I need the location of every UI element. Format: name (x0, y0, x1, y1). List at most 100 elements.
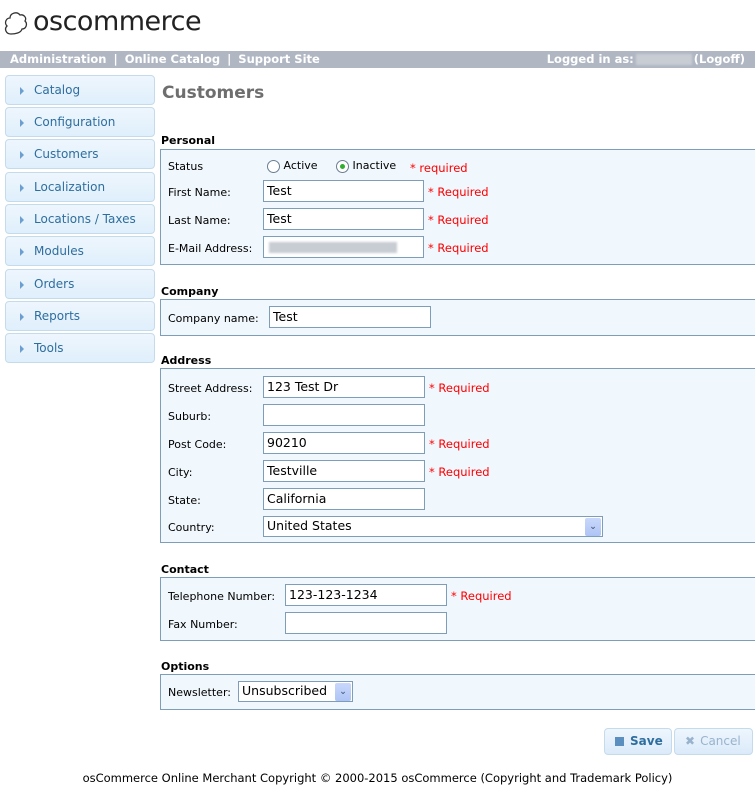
country-value: United States (267, 518, 352, 533)
sidebar-item-label: Configuration (34, 115, 116, 129)
radio-icon (267, 159, 280, 173)
sidebar-item-label: Modules (34, 244, 84, 258)
street-label: Street Address: (168, 382, 253, 395)
email-redacted (269, 242, 397, 253)
personal-heading: Personal (161, 134, 216, 147)
online-catalog-link[interactable]: Online Catalog (124, 52, 221, 66)
sidebar-item-reports[interactable]: Reports (5, 301, 155, 331)
close-icon: ✖ (685, 734, 696, 748)
first-name-input[interactable]: Test (263, 180, 424, 202)
separator: | (227, 52, 232, 66)
sidebar-item-label: Tools (34, 341, 64, 355)
required-note: * Required (428, 185, 489, 199)
save-button[interactable]: Save (604, 728, 672, 755)
sidebar-item-label: Customers (34, 147, 99, 161)
arrow-right-icon (20, 344, 24, 353)
contact-section: Telephone Number: 123-123-1234 * Require… (160, 577, 755, 641)
last-name-label: Last Name: (168, 214, 231, 227)
sidebar-item-tools[interactable]: Tools (5, 333, 155, 363)
top-nav-bar: Administration | Online Catalog | Support Si… (0, 51, 755, 68)
cancel-label: Cancel (700, 734, 741, 748)
city-input[interactable]: Testville (263, 460, 425, 482)
administration-link[interactable]: Administration (10, 52, 107, 66)
company-name-input[interactable]: Test (269, 306, 431, 328)
radio-checked-icon (336, 159, 349, 173)
separator: | (113, 52, 118, 66)
radio-label: Active (283, 159, 318, 172)
required-note: * Required (428, 213, 489, 227)
address-heading: Address (161, 354, 212, 367)
arrow-right-icon (20, 280, 24, 289)
suburb-input[interactable] (263, 404, 425, 426)
city-label: City: (168, 466, 193, 479)
logoff-link[interactable]: (Logoff) (693, 52, 745, 66)
sidebar-item-label: Reports (34, 309, 81, 323)
personal-section: Status Active Inactive * required First … (160, 149, 755, 265)
contact-heading: Contact (161, 563, 209, 576)
required-note: * Required (429, 465, 490, 479)
cancel-button[interactable]: ✖ Cancel (674, 728, 753, 755)
chevron-down-icon[interactable]: ⌄ (585, 518, 601, 536)
telephone-input[interactable]: 123-123-1234 (285, 584, 447, 606)
sidebar-item-orders[interactable]: Orders (5, 269, 155, 299)
address-section: Street Address: 123 Test Dr * Required S… (160, 368, 755, 543)
page-title: Customers (162, 83, 265, 103)
last-name-input[interactable]: Test (263, 208, 424, 230)
sidebar-item-localization[interactable]: Localization (5, 172, 155, 202)
required-note: * Required (429, 381, 490, 395)
state-label: State: (168, 494, 201, 507)
postcode-label: Post Code: (168, 438, 227, 451)
sidebar-item-label: Localization (34, 180, 106, 194)
status-label: Status (168, 160, 204, 173)
sidebar-item-label: Catalog (34, 83, 81, 97)
fax-label: Fax Number: (168, 618, 238, 631)
cloud-logo-icon (4, 11, 28, 35)
options-section: Newsletter: Unsubscribed ⌄ (160, 674, 755, 710)
country-select[interactable]: United States ⌄ (263, 516, 603, 537)
support-site-link[interactable]: Support Site (238, 52, 320, 66)
arrow-right-icon (20, 215, 24, 224)
logged-in-info: Logged in as: (Logoff) (547, 51, 745, 68)
country-label: Country: (168, 521, 215, 534)
logged-in-label: Logged in as: (546, 52, 634, 66)
email-input[interactable] (263, 236, 424, 258)
suburb-label: Suburb: (168, 410, 212, 423)
first-name-label: First Name: (168, 186, 231, 199)
arrow-right-icon (20, 183, 24, 192)
sidebar-item-customers[interactable]: Customers (5, 139, 155, 169)
status-required: * required (410, 161, 468, 175)
required-note: * Required (429, 437, 490, 451)
arrow-right-icon (20, 150, 24, 159)
telephone-label: Telephone Number: (168, 590, 276, 603)
logo-text: oscommerce (33, 6, 202, 37)
newsletter-select[interactable]: Unsubscribed ⌄ (238, 681, 353, 702)
fax-input[interactable] (285, 612, 447, 634)
sidebar-item-label: Orders (34, 277, 75, 291)
arrow-right-icon (20, 312, 24, 321)
chevron-down-icon[interactable]: ⌄ (335, 683, 351, 701)
save-icon (615, 737, 624, 746)
radio-label: Inactive (352, 159, 397, 172)
state-input[interactable]: California (263, 488, 425, 510)
sidebar-item-catalog[interactable]: Catalog (5, 75, 155, 105)
arrow-right-icon (20, 247, 24, 256)
required-note: * Required (451, 589, 512, 603)
options-heading: Options (161, 660, 210, 673)
street-input[interactable]: 123 Test Dr (263, 376, 425, 398)
email-label: E-Mail Address: (168, 242, 253, 255)
username-redacted (635, 54, 692, 65)
save-label: Save (630, 734, 663, 748)
company-name-label: Company name: (168, 312, 259, 325)
postcode-input[interactable]: 90210 (263, 432, 425, 454)
status-active-radio[interactable]: Active (267, 159, 318, 173)
newsletter-value: Unsubscribed (242, 683, 327, 698)
status-inactive-radio[interactable]: Inactive (336, 159, 396, 173)
arrow-right-icon (20, 86, 24, 95)
required-note: * Required (428, 241, 489, 255)
footer-copyright: osCommerce Online Merchant Copyright © 2… (82, 771, 673, 785)
sidebar-item-locations-taxes[interactable]: Locations / Taxes (5, 204, 155, 234)
sidebar-item-configuration[interactable]: Configuration (5, 107, 155, 137)
sidebar-item-label: Locations / Taxes (34, 212, 136, 226)
sidebar-item-modules[interactable]: Modules (5, 236, 155, 266)
logo[interactable]: oscommerce (3, 6, 202, 37)
